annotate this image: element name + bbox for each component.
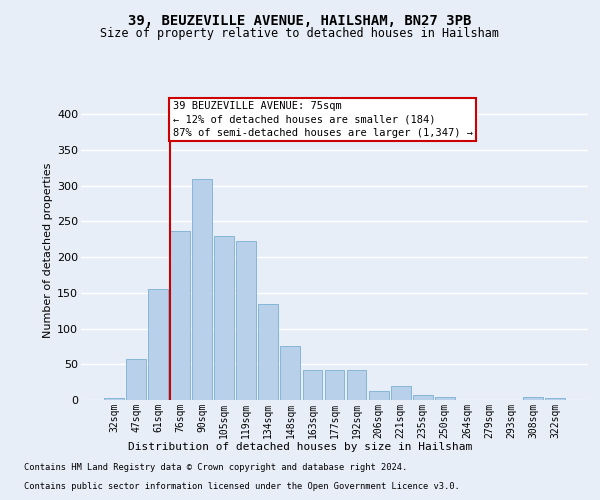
Bar: [104, 398, 124, 400]
Bar: [413, 395, 433, 400]
Bar: [545, 398, 565, 400]
Text: 39 BEUZEVILLE AVENUE: 75sqm
← 12% of detached houses are smaller (184)
87% of se: 39 BEUZEVILLE AVENUE: 75sqm ← 12% of det…: [173, 102, 473, 138]
Bar: [259, 304, 278, 400]
Bar: [368, 392, 389, 400]
Y-axis label: Number of detached properties: Number of detached properties: [43, 162, 53, 338]
Bar: [280, 346, 301, 400]
Text: 39, BEUZEVILLE AVENUE, HAILSHAM, BN27 3PB: 39, BEUZEVILLE AVENUE, HAILSHAM, BN27 3P…: [128, 14, 472, 28]
Bar: [523, 397, 543, 400]
Bar: [325, 370, 344, 400]
Bar: [347, 370, 367, 400]
Bar: [391, 386, 410, 400]
Bar: [126, 360, 146, 400]
Bar: [236, 242, 256, 400]
Text: Contains public sector information licensed under the Open Government Licence v3: Contains public sector information licen…: [24, 482, 460, 491]
Bar: [192, 178, 212, 400]
Bar: [302, 370, 322, 400]
Text: Contains HM Land Registry data © Crown copyright and database right 2024.: Contains HM Land Registry data © Crown c…: [24, 464, 407, 472]
Bar: [148, 290, 168, 400]
Bar: [170, 232, 190, 400]
Bar: [214, 236, 234, 400]
Text: Size of property relative to detached houses in Hailsham: Size of property relative to detached ho…: [101, 28, 499, 40]
Bar: [435, 397, 455, 400]
Text: Distribution of detached houses by size in Hailsham: Distribution of detached houses by size …: [128, 442, 472, 452]
